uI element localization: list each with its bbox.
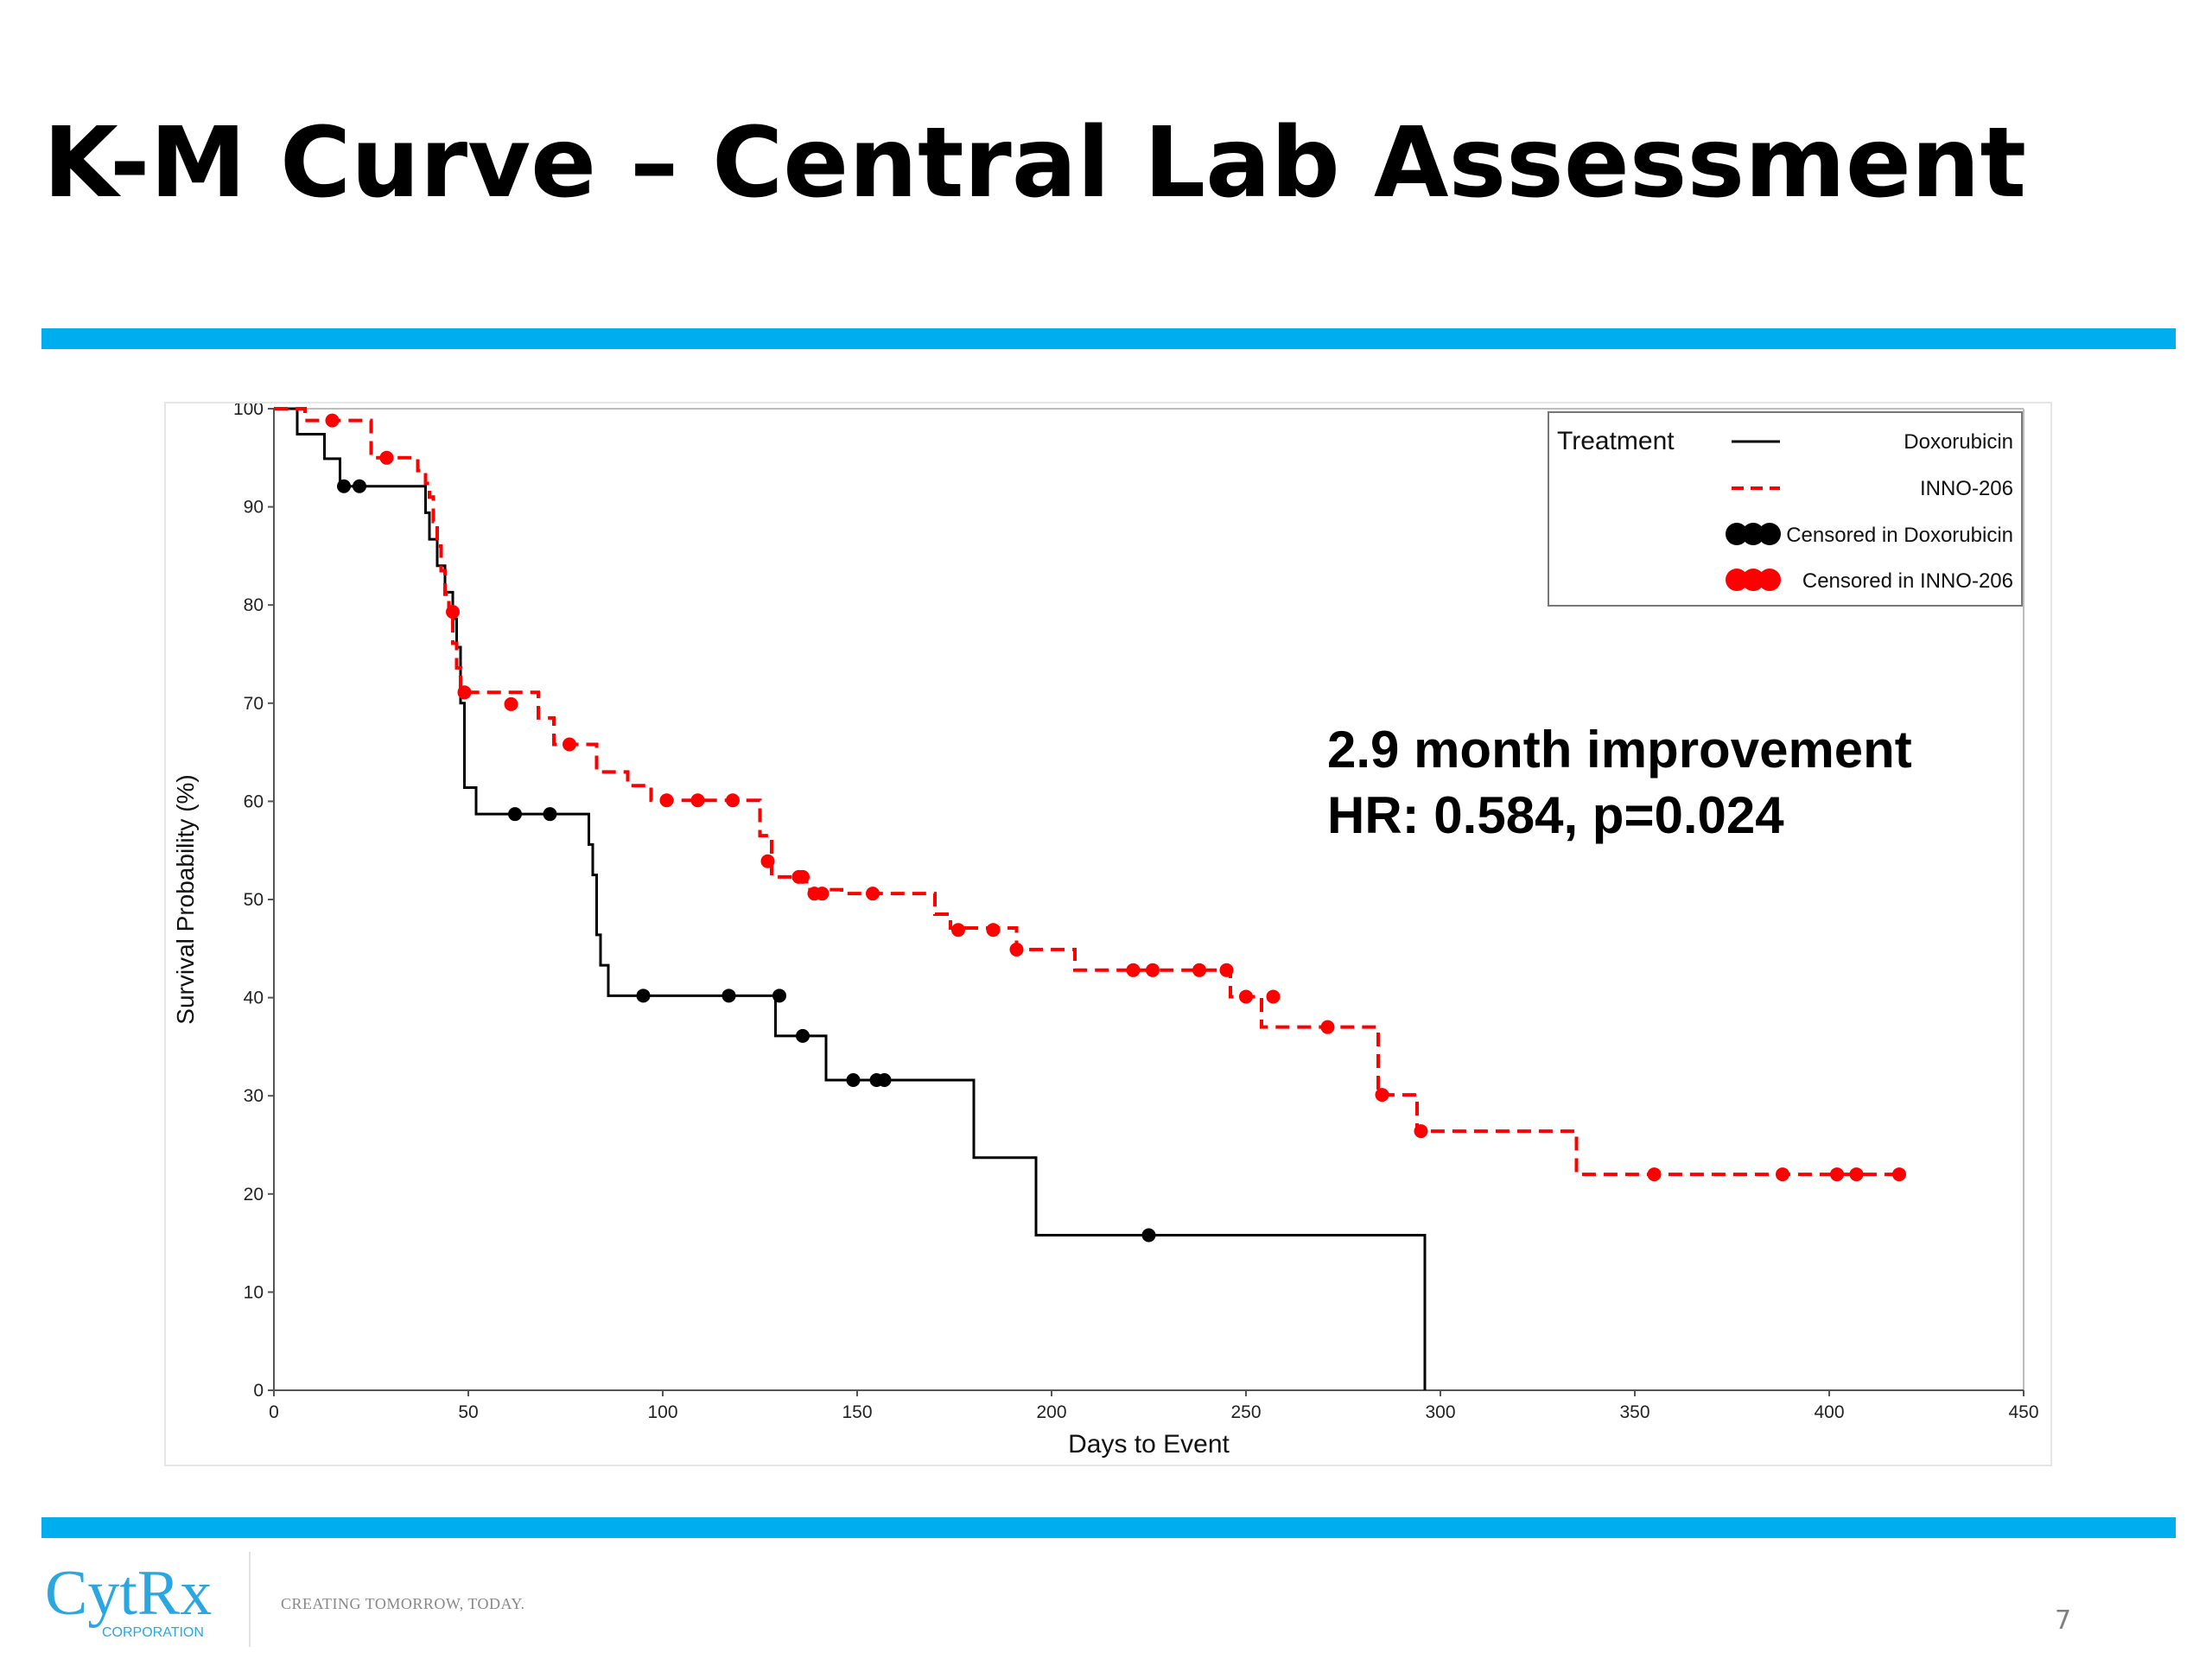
bottom-divider <box>41 1517 2176 1538</box>
censor-marker <box>457 685 472 700</box>
y-tick-label: 20 <box>244 1185 264 1205</box>
x-tick-label: 100 <box>647 1402 677 1422</box>
x-axis-label: Days to Event <box>1068 1430 1230 1459</box>
x-tick-label: 400 <box>1814 1402 1844 1422</box>
y-tick-label: 50 <box>244 890 264 910</box>
censor-marker <box>877 1073 892 1088</box>
x-tick-label: 50 <box>458 1402 478 1422</box>
y-tick-label: 100 <box>233 404 264 419</box>
y-tick-label: 70 <box>244 694 264 714</box>
y-tick-label: 0 <box>253 1381 264 1401</box>
censor-marker <box>636 988 651 1003</box>
censor-marker <box>1830 1167 1844 1182</box>
legend-entry: Doxorubicin <box>1904 430 2013 454</box>
censor-marker <box>760 854 775 868</box>
censor-marker <box>353 479 366 493</box>
slide-title: K-M Curve – Central Lab Assessment <box>43 107 2027 219</box>
legend-censor-dot-doxorubicin <box>1742 523 1764 545</box>
y-tick-label: 90 <box>244 498 264 518</box>
censor-marker <box>1219 963 1234 977</box>
legend-entry: Censored in INNO-206 <box>1802 569 2013 593</box>
censor-marker <box>796 869 810 884</box>
censor-marker <box>1375 1088 1389 1103</box>
censor-marker <box>379 450 394 465</box>
hazard-ratio-text: HR: 0.584, p=0.024 <box>1327 786 1784 844</box>
x-tick-label: 150 <box>842 1402 872 1422</box>
top-divider <box>41 328 2176 349</box>
series-line-inno-206 <box>274 407 1899 1177</box>
censor-marker <box>325 413 340 428</box>
tagline: CREATING TOMORROW, TODAY. <box>281 1595 525 1612</box>
censor-marker <box>1141 1228 1156 1243</box>
censor-marker <box>815 887 830 901</box>
x-tick-label: 450 <box>2008 1402 2038 1422</box>
km-chart: 0 50 100 150 200 250 300 350 400 450 0 10 20 30 40 50 60… <box>172 404 2039 1459</box>
x-tick-label: 350 <box>1619 1402 1649 1422</box>
censor-marker <box>543 807 557 822</box>
censor-marker <box>721 988 736 1003</box>
cytrx-logo: CytRx CORPORATION <box>45 1562 212 1640</box>
y-tick-label: 60 <box>244 791 264 811</box>
censor-marker <box>796 1028 810 1043</box>
censor-marker <box>508 807 522 822</box>
censor-marker <box>1192 963 1206 977</box>
chart-series <box>274 407 1906 1390</box>
y-axis-label: Survival Probability (%) <box>172 774 199 1024</box>
legend-censor-dot-inno-206 <box>1758 569 1781 591</box>
y-tick-label: 10 <box>244 1282 264 1302</box>
km-chart-frame: 0 50 100 150 200 250 300 350 400 450 0 10 20 30 40 50 60… <box>164 402 2052 1466</box>
x-tick-label: 0 <box>269 1402 279 1422</box>
legend-censor-dot-inno-206 <box>1726 569 1748 591</box>
censor-marker <box>866 887 880 901</box>
x-tick-label: 200 <box>1036 1402 1066 1422</box>
improvement-text: 2.9 month improvement <box>1327 721 1912 779</box>
legend-box <box>1548 411 2023 607</box>
censor-marker <box>1239 989 1253 1004</box>
censor-marker <box>1009 942 1024 957</box>
legend-censor-dot-doxorubicin <box>1726 523 1748 545</box>
censor-marker <box>1320 1020 1335 1034</box>
censor-marker <box>1126 963 1141 977</box>
censor-marker <box>1849 1167 1864 1182</box>
censor-marker <box>1647 1167 1662 1182</box>
y-tick-label: 80 <box>244 595 264 615</box>
censor-marker <box>1266 989 1281 1004</box>
svg-text:CytRx: CytRx <box>45 1562 212 1629</box>
censor-marker <box>504 696 518 711</box>
hazard-ratio-annotation: 2.9 month improvement HR: 0.584, p=0.024 <box>1327 717 1912 849</box>
censor-marker <box>772 988 786 1003</box>
censor-marker <box>726 793 740 808</box>
censor-marker <box>659 793 674 808</box>
censor-marker <box>1776 1167 1789 1182</box>
censor-marker <box>690 793 705 808</box>
censor-marker <box>337 479 351 493</box>
legend-title: Treatment <box>1557 427 1675 455</box>
censor-marker <box>951 923 965 938</box>
censor-marker <box>1414 1124 1428 1139</box>
legend-censor-dot-doxorubicin <box>1758 523 1781 545</box>
censor-marker <box>563 737 576 752</box>
y-tick-label: 40 <box>244 988 264 1008</box>
x-tick-label: 250 <box>1230 1402 1261 1422</box>
legend-entry: INNO-206 <box>1920 477 2013 500</box>
censor-marker <box>1892 1167 1906 1182</box>
censor-marker <box>1146 963 1160 977</box>
chart-axes: 0 50 100 150 200 250 300 350 400 450 0 10 20 30 40 50 60… <box>172 404 2039 1459</box>
x-tick-label: 300 <box>1425 1402 1455 1422</box>
legend-censor-dot-inno-206 <box>1742 569 1764 591</box>
censor-marker <box>846 1073 861 1088</box>
censor-marker <box>986 923 1001 938</box>
legend-entry: Censored in Doxorubicin <box>1786 524 2013 547</box>
logo-divider <box>249 1552 251 1647</box>
censor-marker <box>446 605 460 620</box>
y-tick-label: 30 <box>244 1086 264 1106</box>
svg-text:CORPORATION: CORPORATION <box>102 1625 204 1640</box>
series-line-doxorubicin <box>274 407 1427 1390</box>
chart-legend: Treatment Doxorubicin INNO-206 Censored in … <box>1548 411 2023 607</box>
page-number: 7 <box>2055 1605 2072 1636</box>
